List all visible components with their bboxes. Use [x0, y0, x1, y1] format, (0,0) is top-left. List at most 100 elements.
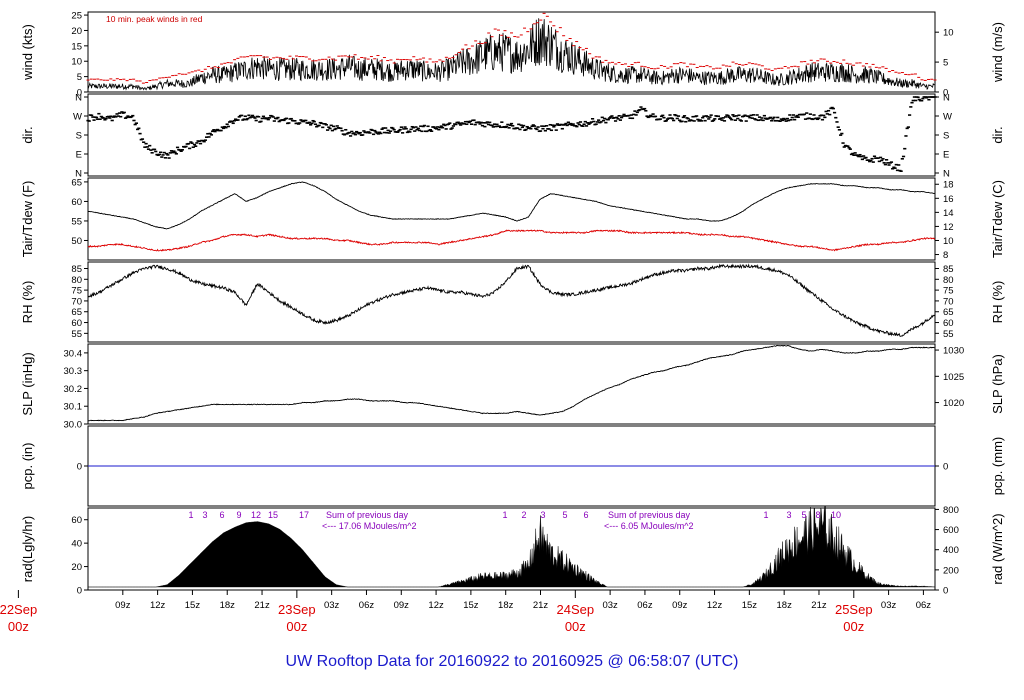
day-hour-label: 00z — [565, 619, 586, 634]
left-tick-label-rh: 75 — [71, 286, 82, 297]
day-hour-label: 00z — [843, 619, 864, 634]
left-tick-label-rad: 60 — [71, 515, 82, 526]
left-tick-label-slp: 30.3 — [64, 366, 83, 377]
series-slp — [87, 344, 936, 422]
rad-hour-label: 6 — [219, 510, 224, 520]
right-axis-label-wind: wind (m/s) — [990, 22, 1005, 83]
left-axis-label-pcp: pcp. (in) — [20, 443, 35, 490]
panel-frame-slp — [87, 343, 936, 425]
rad-hour-label: 3 — [540, 510, 545, 520]
left-tick-label-rad: 0 — [77, 586, 82, 597]
right-tick-label-rad: 0 — [943, 586, 948, 597]
left-tick-label-temp: 50 — [71, 236, 82, 247]
right-tick-label-rad: 600 — [943, 525, 959, 536]
x-tick-label: 09z — [115, 600, 131, 611]
right-tick-label-temp: 8 — [943, 250, 948, 261]
left-axis-label-temp: Tair/Tdew (F) — [20, 181, 35, 258]
left-tick-label-pcp: 0 — [77, 462, 82, 473]
x-tick-label: 09z — [394, 600, 410, 611]
left-tick-label-wind: 15 — [71, 41, 82, 52]
day-hour-label: 00z — [286, 619, 307, 634]
rad-hour-label: 17 — [299, 510, 309, 520]
rad-hour-label: 1 — [188, 510, 193, 520]
left-tick-label-wind: 5 — [77, 72, 82, 83]
day-date-label: 25Sep — [835, 602, 873, 617]
x-tick-label: 03z — [881, 600, 897, 611]
x-tick-label: 06z — [916, 600, 932, 611]
x-tick-label: 12z — [428, 600, 444, 611]
x-tick-label: 21z — [533, 600, 549, 611]
x-tick-label: 03z — [324, 600, 340, 611]
x-tick-label: 12z — [707, 600, 723, 611]
right-tick-label-dir: N — [943, 93, 950, 104]
right-tick-label-rh: 80 — [943, 275, 954, 286]
x-tick-label: 03z — [602, 600, 618, 611]
left-tick-label-slp: 30.2 — [64, 384, 83, 395]
left-tick-label-temp: 60 — [71, 197, 82, 208]
left-tick-label-wind: 25 — [71, 11, 82, 22]
right-tick-label-rh: 60 — [943, 318, 954, 329]
left-tick-label-dir: S — [76, 131, 82, 142]
right-tick-label-slp: 1020 — [943, 398, 964, 409]
left-axis-label-rad: rad(Lgly/hr) — [20, 516, 35, 582]
rad-hour-label: 1 — [502, 510, 507, 520]
right-tick-label-temp: 16 — [943, 194, 954, 205]
left-axis-label-rh: RH (%) — [20, 281, 35, 324]
series-rh — [87, 263, 936, 337]
series-radiation — [88, 505, 936, 588]
left-tick-label-slp: 30.1 — [64, 402, 83, 413]
panel-temp: Tair/Tdew (F) Tair/Tdew (C) 50 55 60 65 8 10 12 1… — [20, 177, 1005, 261]
left-tick-label-dir: N — [75, 169, 82, 180]
left-tick-label-rad: 20 — [71, 562, 82, 573]
right-tick-label-dir: S — [943, 131, 949, 142]
x-tick-label: 15z — [185, 600, 201, 611]
right-axis-label-temp: Tair/Tdew (C) — [990, 180, 1005, 258]
chart-title: UW Rooftop Data for 20160922 to 20160925… — [286, 653, 739, 670]
panel-frame-wind — [87, 11, 936, 93]
left-axis-label-slp: SLP (inHg) — [20, 352, 35, 415]
left-tick-label-wind: 10 — [71, 57, 82, 68]
right-tick-label-temp: 10 — [943, 236, 954, 247]
rad-hour-label: 5 — [801, 510, 806, 520]
right-tick-label-temp: 18 — [943, 180, 954, 191]
rad-sum-title: Sum of previous day — [608, 510, 691, 520]
rad-sum-value: <--- 17.06 MJoules/m^2 — [322, 521, 417, 531]
left-tick-label-rh: 80 — [71, 275, 82, 286]
left-tick-label-rh: 55 — [71, 329, 82, 340]
x-tick-label: 18z — [777, 600, 793, 611]
right-tick-label-wind: 10 — [943, 28, 954, 39]
panel-frame-rad — [87, 507, 936, 591]
panel-frame-rh — [87, 261, 936, 343]
x-tick-label: 18z — [220, 600, 236, 611]
right-tick-label-dir: W — [943, 112, 952, 123]
right-tick-label-slp: 1025 — [943, 372, 964, 383]
x-tick-label: 21z — [811, 600, 827, 611]
left-tick-label-temp: 55 — [71, 216, 82, 227]
left-tick-label-rad: 40 — [71, 539, 82, 550]
left-tick-label-dir: W — [73, 112, 82, 123]
right-tick-label-pcp: 0 — [943, 462, 948, 473]
rad-hour-label: 3 — [786, 510, 791, 520]
rad-hour-label: 12 — [251, 510, 261, 520]
rad-hour-label: 6 — [583, 510, 588, 520]
right-tick-label-rh: 70 — [943, 296, 954, 307]
right-tick-label-rad: 400 — [943, 545, 959, 556]
right-tick-label-wind: 5 — [943, 58, 948, 69]
left-axis-label-dir: dir. — [20, 126, 35, 143]
wind-annotation: 10 min. peak winds in red — [106, 14, 203, 24]
left-tick-label-dir: N — [75, 93, 82, 104]
right-axis-label-pcp: pcp. (mm) — [990, 437, 1005, 496]
left-axis-label-wind: wind (kts) — [20, 24, 35, 81]
right-tick-label-dir: N — [943, 169, 950, 180]
rad-hour-label: 2 — [521, 510, 526, 520]
day-date-label: 22Sep — [0, 602, 37, 617]
left-tick-label-wind: 20 — [71, 26, 82, 37]
x-axis: 09z 12z 15z 18z 21z 03z 06z 09z 12z 15z 18z 21z 03z 0… — [0, 590, 931, 634]
right-tick-label-rad: 200 — [943, 565, 959, 576]
rad-hour-label: 3 — [202, 510, 207, 520]
rad-hour-label: 5 — [562, 510, 567, 520]
